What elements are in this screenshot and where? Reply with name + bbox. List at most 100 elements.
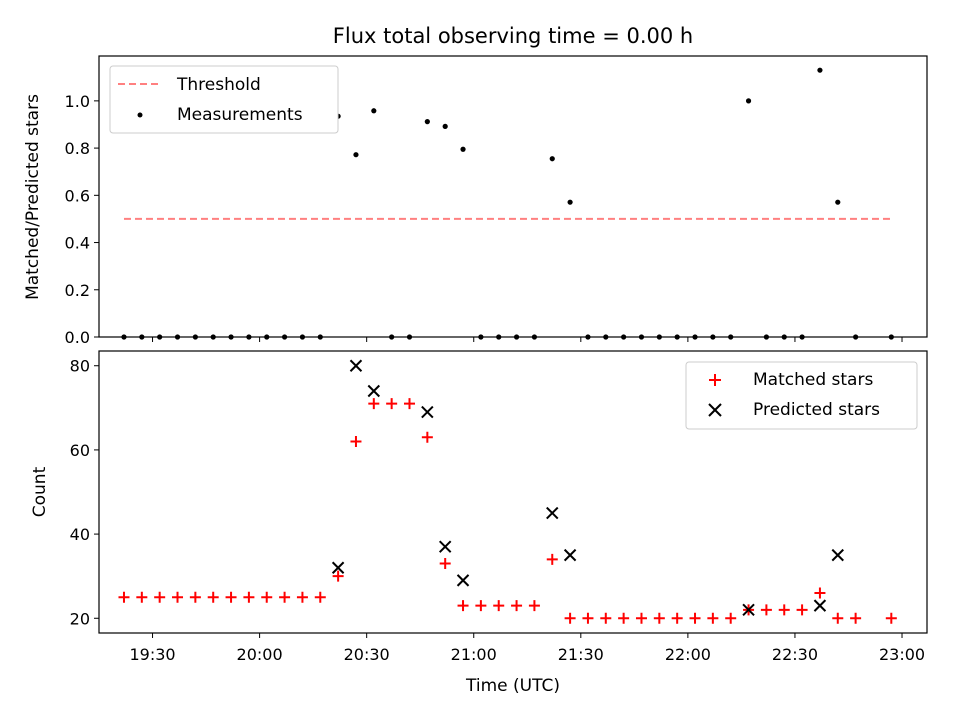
- top-y-tick-label: 0.8: [65, 139, 90, 158]
- top-y-tick-label: 0.6: [65, 186, 90, 205]
- matched-stars-point: [279, 591, 291, 603]
- predicted-stars-point: [546, 506, 559, 520]
- measurements-point: [460, 146, 466, 152]
- predicted-stars-point: [813, 599, 827, 612]
- predicted-stars-point: [742, 603, 755, 617]
- bottom-legend-box: [685, 361, 918, 430]
- measurements-point: [139, 334, 145, 340]
- measurements-point: [174, 334, 181, 340]
- measurements-point: [157, 334, 163, 340]
- matched-stars-point: [172, 591, 184, 603]
- measurements-point: [549, 156, 555, 162]
- top-y-tick-label: 0.0: [65, 328, 90, 347]
- predicted-stars-point: [438, 540, 452, 553]
- bottom-y-axis-label: Count: [30, 466, 50, 517]
- measurements-point: [638, 334, 645, 340]
- x-tick-label: 22:00: [665, 645, 711, 664]
- measurements-point: [745, 98, 752, 104]
- top-panel: 0.0 0.2 0.4 0.6 0.8 1.0 Matched/Predicted sta…: [23, 55, 928, 347]
- measurements-point: [246, 334, 252, 340]
- measurements-point: [406, 334, 413, 340]
- legend-predicted-label: Predicted stars: [753, 400, 880, 420]
- matched-stars-point: [225, 591, 237, 603]
- matched-stars-point: [707, 612, 719, 624]
- legend-matched-swatch: [709, 374, 721, 386]
- bottom-y-ticks: 20 40 60 80: [70, 357, 99, 628]
- measurements-point: [888, 334, 894, 340]
- matched-stars-point: [368, 398, 380, 410]
- matched-stars-point: [261, 591, 273, 603]
- measurements-point: [567, 199, 573, 205]
- bottom-legend: Matched stars Predicted stars: [685, 361, 918, 430]
- bottom-x-ticks: 19:30 20:00 20:30 21:00 21:30 22:00 22:30 23:00: [129, 633, 925, 664]
- matched-stars-point: [546, 553, 558, 565]
- matched-stars-point: [528, 600, 540, 612]
- matched-stars-point: [511, 600, 523, 612]
- top-y-tick-label: 1.0: [65, 92, 90, 111]
- measurements-point: [192, 334, 198, 340]
- measurements-point: [674, 334, 680, 340]
- matched-stars-point: [243, 591, 255, 603]
- measurements-point: [442, 123, 448, 129]
- matched-stars-point: [118, 591, 130, 603]
- bottom-y-tick-label: 40: [70, 525, 90, 544]
- measurements-point: [603, 334, 609, 340]
- matched-stars-point: [332, 570, 344, 582]
- chart-title: Flux total observing time = 0.00 h: [333, 24, 693, 48]
- matched-stars-point: [850, 612, 862, 624]
- measurements-point: [121, 334, 127, 340]
- measurements-point: [281, 334, 288, 340]
- matched-stars-point: [885, 612, 897, 624]
- measurements-point: [692, 334, 698, 340]
- measurements-point: [710, 334, 716, 340]
- measurements-point: [478, 334, 484, 340]
- matched-stars-point: [671, 612, 683, 624]
- matched-stars-point: [600, 612, 612, 624]
- legend-matched-label: Matched stars: [753, 370, 873, 390]
- measurements-point: [424, 119, 430, 125]
- x-tick-label: 21:30: [558, 645, 604, 664]
- matched-stars-point: [189, 591, 201, 603]
- top-y-tick-label: 0.2: [65, 281, 90, 300]
- measurements-point: [371, 108, 377, 114]
- measurements-point: [853, 334, 859, 340]
- matched-stars-point: [154, 591, 166, 603]
- measurements-point: [496, 334, 502, 340]
- measurements-point: [728, 334, 734, 340]
- matched-stars-point: [386, 398, 398, 410]
- bottom-series: [118, 359, 897, 624]
- measurements-point: [781, 334, 787, 340]
- predicted-stars-point: [349, 359, 363, 372]
- measurements-point: [656, 334, 662, 340]
- x-tick-label: 21:00: [451, 645, 497, 664]
- top-y-axis-label: Matched/Predicted stars: [23, 94, 43, 300]
- matched-stars-point: [814, 587, 826, 599]
- matched-stars-point: [350, 435, 362, 447]
- matched-stars-point: [564, 612, 576, 624]
- measurements-point: [513, 334, 520, 340]
- matched-stars-point: [778, 604, 790, 616]
- measurements-point: [585, 334, 591, 340]
- bottom-panel: 20 40 60 80 19:30 20:00 20:30 21:00 21:30 22:00 2…: [30, 350, 928, 696]
- legend-measurements-swatch: [137, 112, 143, 118]
- matched-stars-point: [618, 612, 630, 624]
- legend-predicted-swatch: [708, 403, 722, 417]
- matched-stars-point: [439, 558, 451, 570]
- bottom-y-tick-label: 80: [70, 357, 90, 376]
- measurements-point: [353, 152, 359, 158]
- predicted-stars-point: [831, 548, 844, 562]
- bottom-plot-frame: [98, 350, 928, 634]
- top-legend: Threshold Measurements: [109, 65, 339, 134]
- matched-stars-point: [136, 591, 148, 603]
- measurements-point: [799, 334, 805, 340]
- x-tick-label: 20:00: [237, 645, 283, 664]
- top-series: [121, 67, 894, 340]
- matched-stars-point: [582, 612, 594, 624]
- matched-stars-point: [421, 431, 433, 443]
- matched-stars-point: [725, 612, 737, 624]
- top-y-ticks: 0.0 0.2 0.4 0.6 0.8 1.0: [65, 92, 99, 347]
- x-tick-label: 22:30: [772, 645, 818, 664]
- measurements-point: [210, 334, 216, 340]
- measurements-point: [835, 199, 841, 205]
- matched-stars-point: [404, 398, 415, 410]
